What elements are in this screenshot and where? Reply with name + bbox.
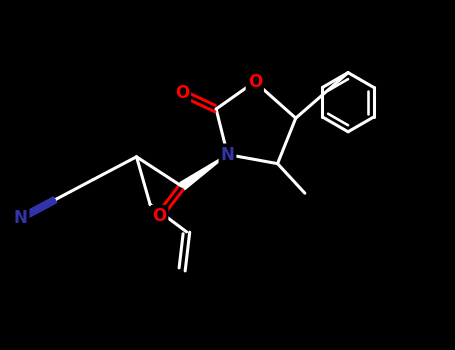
Text: N: N: [221, 146, 234, 163]
Text: O: O: [175, 84, 189, 102]
Text: N: N: [14, 209, 27, 227]
Polygon shape: [179, 154, 228, 190]
Text: O: O: [248, 73, 262, 91]
Text: O: O: [152, 207, 167, 225]
